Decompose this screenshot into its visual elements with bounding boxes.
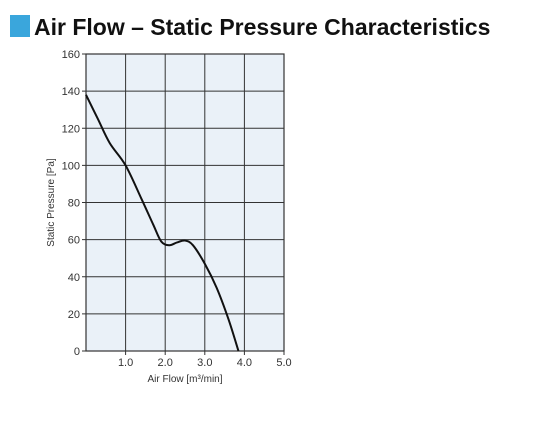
- header-marker: [10, 15, 30, 37]
- y-tick-label: 0: [74, 346, 80, 358]
- x-tick-label: 2.0: [158, 357, 173, 369]
- y-tick-label: 60: [68, 235, 80, 247]
- x-tick-label: 4.0: [237, 357, 252, 369]
- chart-title: Air Flow – Static Pressure Characteristi…: [34, 14, 491, 40]
- series-layer: [85, 94, 240, 352]
- chart-header: Air Flow – Static Pressure Characteristi…: [10, 12, 550, 42]
- x-axis-title: Air Flow [m³/min]: [148, 374, 223, 385]
- y-tick-label: 160: [62, 49, 80, 61]
- y-tick-label: 140: [62, 86, 80, 98]
- pressure-curve: [85, 94, 240, 352]
- x-tick-label: 5.0: [276, 357, 291, 369]
- y-tick-label: 80: [68, 198, 80, 210]
- y-tick-label: 20: [68, 309, 80, 321]
- x-tick-label: 3.0: [197, 357, 212, 369]
- y-tick-label: 100: [62, 160, 80, 172]
- grid-layer: [85, 53, 285, 352]
- y-tick-label: 40: [68, 272, 80, 284]
- x-tick-label: 1.0: [118, 357, 133, 369]
- axis-layer: 0 20 40 60 80 100 120 140 160 1.0 2.0 3.0 4.0 5.0 Air …: [46, 49, 292, 385]
- y-axis-title: Static Pressure [Pa]: [46, 158, 57, 247]
- y-tick-label: 120: [62, 123, 80, 135]
